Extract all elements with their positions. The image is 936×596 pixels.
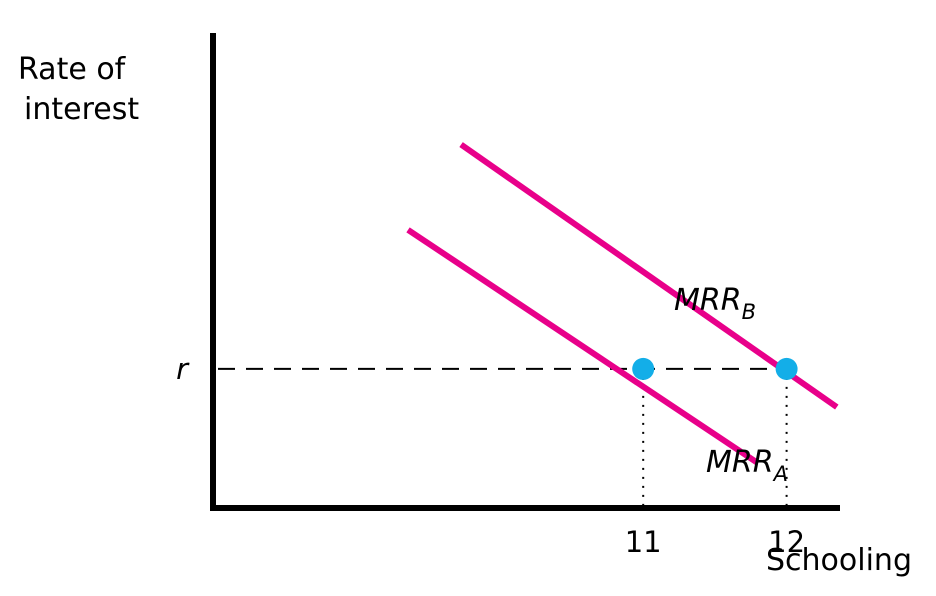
curve-label-mrr-a-main: MRR	[706, 445, 774, 480]
equilibrium-points	[632, 357, 798, 380]
x-tick-label-11: 11	[625, 525, 662, 559]
y-tick-label-r: r	[176, 352, 190, 386]
curve-mrr-a	[406, 227, 760, 466]
curve-label-mrr-a: MRRA	[706, 445, 788, 486]
x-tick-label-12: 12	[768, 525, 805, 559]
curve-label-mrr-b: MRRB	[674, 283, 756, 324]
x-tick-labels: 11 12	[625, 525, 805, 559]
curve-label-mrr-b-main: MRR	[674, 283, 742, 318]
equilibrium-point-11	[632, 357, 655, 380]
y-axis-label-line-2: interest	[24, 92, 139, 127]
y-axis-label-line-1: Rate of	[18, 52, 127, 87]
curve-label-mrr-a-subscript: A	[772, 462, 788, 486]
curves	[406, 142, 839, 466]
x-axis-label: Schooling	[766, 543, 912, 578]
equilibrium-point-12	[775, 357, 798, 380]
curve-mrr-b	[459, 142, 839, 410]
curve-label-mrr-b-subscript: B	[742, 300, 756, 324]
